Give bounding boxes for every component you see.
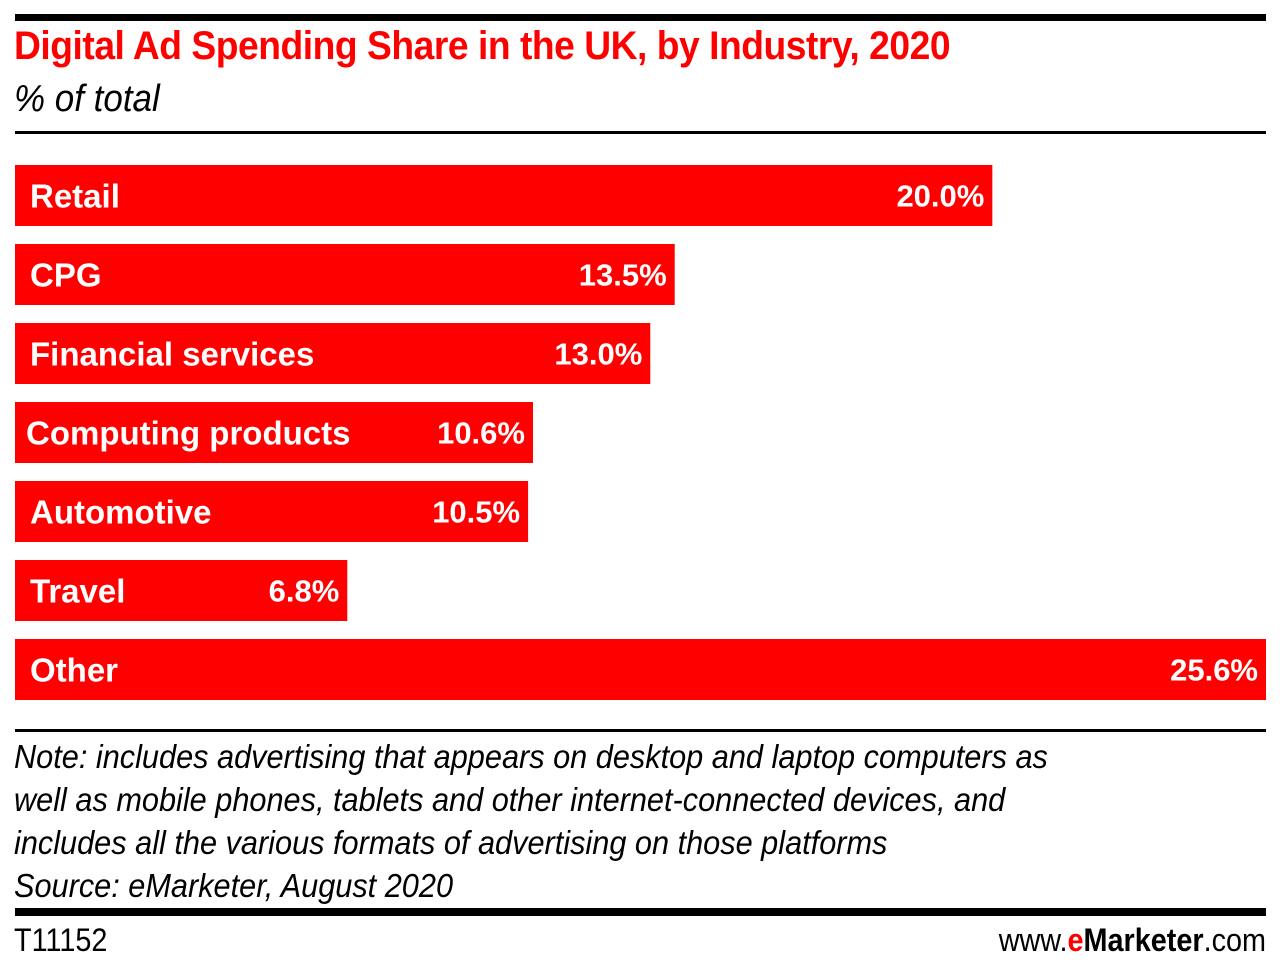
category-label: Financial services — [30, 336, 314, 373]
category-label: CPG — [30, 257, 102, 294]
value-label: 10.5% — [432, 495, 520, 530]
bar-group-retail: Retail 20.0% — [15, 165, 993, 226]
chart-id: T11152 — [14, 922, 108, 958]
value-label: 6.8% — [269, 574, 340, 609]
bar-group-computing-products: Computing products 10.6% — [15, 402, 533, 463]
chart-note: Note: includes advertising that appears … — [14, 735, 1223, 907]
brand-suffix: .com — [1203, 922, 1266, 958]
category-label: Other — [30, 652, 118, 689]
bar-group-financial-services: Financial services 13.0% — [15, 323, 651, 384]
note-line: well as mobile phones, tablets and other… — [14, 781, 1006, 818]
category-label: Retail — [30, 178, 120, 215]
note-rule — [15, 729, 1266, 732]
source-line: Source: eMarketer, August 2020 — [14, 867, 454, 904]
note-line: includes all the various formats of adve… — [14, 824, 888, 861]
bar-financial-services — [15, 323, 651, 384]
bar-cpg — [15, 244, 675, 305]
category-label: Travel — [30, 573, 125, 610]
bar-group-other: Other 25.6% — [15, 639, 1266, 700]
value-label: 25.6% — [1170, 653, 1258, 688]
value-label: 10.6% — [437, 416, 525, 451]
bar-travel — [15, 560, 348, 621]
subtitle-rule — [15, 131, 1266, 134]
bar-retail — [15, 165, 993, 226]
bar-automotive — [15, 481, 529, 542]
value-label: 20.0% — [896, 179, 984, 214]
bar-group-travel: Travel 6.8% — [15, 560, 348, 621]
value-label: 13.0% — [554, 337, 642, 372]
brand-logo[interactable]: www.eMarketer.com — [999, 922, 1266, 959]
chart-title: Digital Ad Spending Share in the UK, by … — [14, 24, 951, 68]
bar-computing-products — [15, 402, 533, 463]
bar-group-cpg: CPG 13.5% — [15, 244, 675, 305]
value-label: 13.5% — [579, 258, 667, 293]
category-label: Automotive — [30, 494, 212, 531]
bar-other — [15, 639, 1266, 700]
top-rule — [15, 14, 1266, 21]
brand-e: e — [1067, 922, 1084, 958]
footer-rule — [15, 908, 1266, 916]
note-line: Note: includes advertising that appears … — [14, 738, 1048, 775]
brand-prefix: www. — [998, 922, 1068, 958]
bar-group-automotive: Automotive 10.5% — [15, 481, 529, 542]
bar-chart: Retail 20.0% CPG 13.5% Financial services 13.… — [15, 165, 1266, 700]
brand-name: Marketer — [1083, 922, 1204, 958]
category-label: Computing products — [26, 415, 350, 452]
chart-subtitle: % of total — [14, 78, 160, 120]
